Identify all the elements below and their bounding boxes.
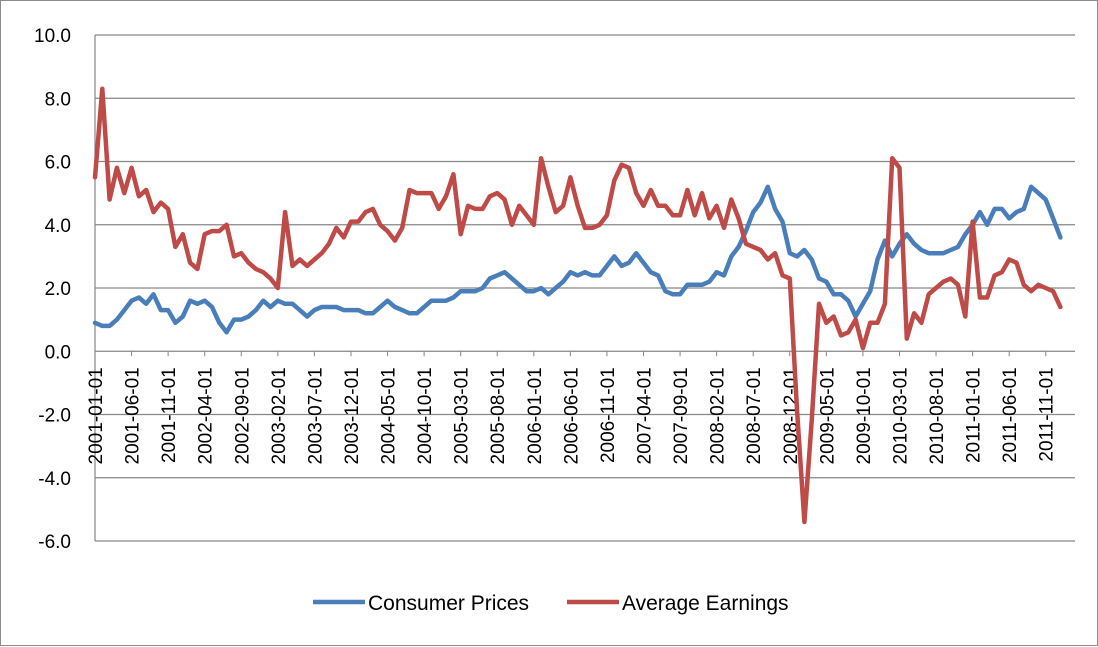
legend: Consumer Prices Average Earnings	[313, 592, 789, 615]
gridlines	[94, 34, 1075, 542]
x-tick-label: 2010-08-01	[927, 367, 948, 464]
x-tick-label: 2010-03-01	[890, 367, 911, 464]
y-tick-label: 10.0	[34, 26, 71, 47]
y-axis-ticks: 10.0 8.0 6.0 4.0 2.0 0.0 -2.0 -4.0 -6.0	[34, 26, 71, 553]
x-tick-label: 2001-11-01	[159, 367, 180, 463]
x-tick-label: 2003-12-01	[342, 367, 363, 464]
x-tick-label: 2002-04-01	[196, 367, 217, 464]
series-line-average-earnings	[92, 86, 1063, 525]
x-tick-label: 2008-02-01	[708, 367, 729, 464]
x-tick-label: 2004-10-01	[415, 367, 436, 464]
x-tick-label: 2008-07-01	[744, 367, 765, 464]
y-tick-label: 0.0	[45, 342, 71, 363]
x-tick-label: 2011-11-01	[1037, 367, 1058, 461]
y-tick-label: 6.0	[45, 153, 71, 174]
x-tick-label: 2011-01-01	[964, 367, 985, 463]
x-tick-label: 2003-07-01	[305, 367, 326, 464]
x-tick-label: 2006-01-01	[525, 367, 546, 464]
x-tick-label: 2011-06-01	[1000, 367, 1021, 463]
x-tick-label: 2009-10-01	[854, 367, 875, 464]
y-tick-label: 4.0	[45, 216, 71, 237]
series-line-consumer-prices	[92, 184, 1063, 335]
y-tick-label: -6.0	[38, 532, 71, 553]
x-tick-label: 2007-04-01	[635, 367, 656, 464]
y-tick-label: -2.0	[38, 406, 71, 427]
x-tick-label: 2001-06-01	[123, 367, 144, 464]
x-tick-label: 2003-02-01	[269, 367, 290, 464]
x-tick-label: 2002-09-01	[232, 367, 253, 464]
x-tick-label: 2004-05-01	[379, 367, 400, 464]
y-tick-label: -4.0	[38, 469, 71, 490]
x-axis-ticks: 2001-01-01 2001-06-01 2001-11-01 2002-04-01…	[86, 351, 1058, 464]
legend-label: Average Earnings	[622, 592, 789, 615]
legend-label: Consumer Prices	[368, 592, 529, 615]
x-tick-label: 2001-01-01	[86, 367, 107, 464]
x-tick-label: 2006-11-01	[598, 367, 619, 463]
x-tick-label: 2007-09-01	[671, 367, 692, 464]
x-tick-label: 2009-05-01	[817, 367, 838, 464]
y-tick-label: 8.0	[45, 89, 71, 110]
x-tick-label: 2005-08-01	[488, 367, 509, 464]
x-tick-label: 2005-03-01	[452, 367, 473, 464]
series-lines	[92, 86, 1063, 525]
y-tick-label: 2.0	[45, 279, 71, 300]
x-tick-label: 2006-06-01	[561, 367, 582, 464]
